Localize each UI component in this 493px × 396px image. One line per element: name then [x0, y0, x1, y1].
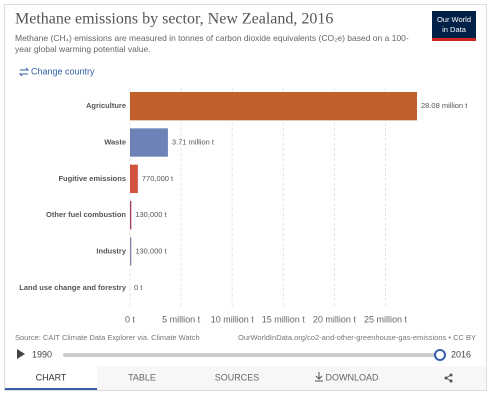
frame	[4, 4, 487, 391]
x-tick-label: 0 t	[125, 314, 136, 324]
bar	[130, 91, 417, 121]
bar	[130, 237, 132, 266]
tab-label[interactable]: SOURCES	[215, 372, 260, 382]
url[interactable]: OurWorldInData.org/co2-and-other-greenho…	[238, 333, 476, 342]
bar	[130, 200, 132, 230]
x-tick-label: 15 million t	[262, 314, 306, 324]
logo-text: Our World	[437, 15, 471, 24]
chart-title: Methane emissions by sector, New Zealand…	[15, 11, 333, 28]
tab-label[interactable]: TABLE	[128, 372, 156, 382]
value-label: 770,000 t	[142, 174, 174, 183]
category-label: Fugitive emissions	[58, 174, 126, 183]
active-tab[interactable]	[5, 366, 97, 390]
value-label: 130,000 t	[135, 246, 167, 255]
x-tick-label: 10 million t	[211, 314, 255, 324]
tab-label[interactable]: DOWNLOAD	[325, 372, 379, 382]
chart-subtitle: Methane (CH₄) emissions are measured in …	[15, 33, 409, 54]
timeline-end: 2016	[451, 349, 471, 359]
category-label: Other fuel combustion	[46, 210, 126, 219]
source: Source: CAIT Climate Data Explorer via. …	[15, 333, 200, 342]
swap-icon	[18, 67, 30, 77]
value-label: 3.71 million t	[172, 137, 215, 146]
bar	[130, 128, 168, 157]
download-icon	[315, 372, 323, 382]
logo-stripe	[432, 38, 476, 41]
value-label: 28.08 million t	[421, 101, 468, 110]
change-country[interactable]: Change country	[18, 66, 95, 77]
logo-text: in Data	[442, 25, 467, 34]
x-tick-label: 25 million t	[364, 314, 408, 324]
change-country-text[interactable]: Change country	[31, 66, 95, 76]
x-tick-label: 5 million t	[162, 314, 201, 324]
category-label: Waste	[104, 137, 126, 146]
category-label: Industry	[96, 246, 126, 255]
tab-label[interactable]: CHART	[36, 372, 67, 382]
category-label: Land use change and forestry	[19, 283, 127, 292]
bar	[130, 164, 138, 194]
play-button[interactable]	[17, 349, 25, 359]
value-label: 130,000 t	[135, 210, 167, 219]
logo[interactable]	[432, 11, 476, 41]
x-tick-label: 20 million t	[313, 314, 357, 324]
category-label: Agriculture	[86, 101, 126, 110]
timeline-handle[interactable]	[434, 349, 446, 361]
share-icon[interactable]	[444, 373, 453, 383]
timeline-start: 1990	[32, 349, 52, 359]
value-label: 0 t	[134, 283, 143, 292]
